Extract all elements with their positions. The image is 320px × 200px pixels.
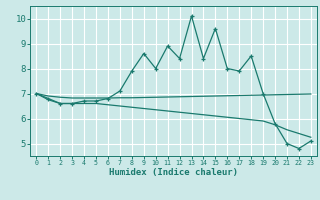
X-axis label: Humidex (Indice chaleur): Humidex (Indice chaleur)	[109, 168, 238, 177]
